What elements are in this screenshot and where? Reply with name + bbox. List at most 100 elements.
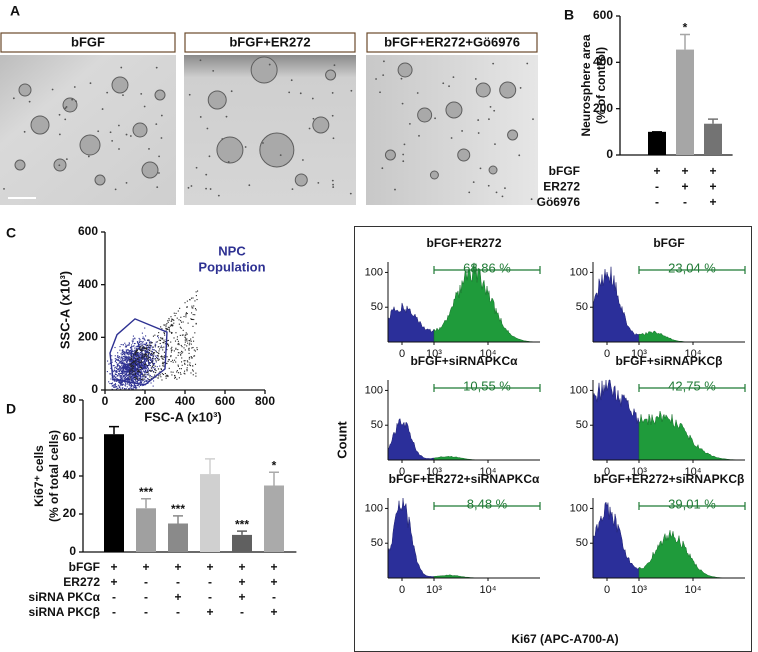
neurosphere (507, 129, 519, 141)
event-dot (134, 373, 136, 375)
event-dot (141, 351, 143, 353)
event-dot (129, 372, 131, 374)
debris (442, 82, 445, 85)
event-dot (135, 357, 137, 359)
debris (452, 76, 455, 79)
event-dot (129, 377, 131, 379)
event-dot (188, 358, 190, 360)
y-axis-label: SSC-A (x10³) (57, 271, 72, 349)
debris (279, 154, 282, 157)
debris (205, 187, 207, 190)
event-dot (137, 346, 139, 348)
event-dot (137, 373, 139, 375)
event-dot (113, 380, 115, 382)
event-dot (119, 376, 121, 378)
event-dot (178, 323, 180, 325)
event-dot (151, 348, 153, 350)
event-dot (121, 379, 123, 381)
event-dot (120, 362, 122, 364)
debris (58, 164, 61, 167)
panel-label: C (6, 225, 16, 241)
event-dot (194, 300, 196, 302)
event-dot (132, 365, 134, 367)
y-tick-label: 100 (570, 384, 588, 396)
event-dot (144, 372, 146, 374)
event-dot (137, 341, 139, 343)
event-dot (131, 360, 133, 362)
event-dot (136, 364, 138, 366)
event-dot (145, 335, 147, 337)
event-dot (166, 340, 168, 342)
x-tick-label: 10⁴ (685, 584, 702, 596)
event-dot (160, 326, 162, 328)
x-tick-label: 10³ (631, 584, 647, 596)
y-tick-label: 100 (570, 502, 588, 514)
event-dot (121, 384, 123, 386)
event-dot (114, 358, 116, 360)
event-dot (160, 337, 162, 339)
event-dot (117, 384, 119, 386)
event-dot (179, 307, 181, 309)
event-dot (124, 360, 126, 362)
event-dot (169, 331, 171, 333)
event-dot (137, 367, 139, 369)
event-dot (155, 341, 157, 343)
event-dot (163, 324, 165, 326)
event-dot (141, 350, 143, 352)
event-dot (136, 361, 138, 363)
event-dot (162, 365, 164, 367)
debris (383, 60, 385, 63)
event-dot (150, 345, 152, 347)
event-dot (120, 380, 122, 383)
event-dot (137, 365, 139, 367)
event-dot (131, 359, 133, 361)
event-dot (135, 352, 137, 355)
event-dot (177, 352, 179, 354)
event-dot (145, 364, 147, 366)
event-dot (139, 374, 141, 376)
event-dot (120, 377, 122, 379)
event-dot (125, 352, 127, 354)
event-dot (134, 337, 136, 339)
event-dot (129, 383, 131, 385)
neurosphere (259, 132, 295, 168)
event-dot (180, 361, 183, 363)
event-dot (138, 347, 140, 349)
event-dot (147, 355, 149, 357)
event-dot (136, 372, 138, 374)
condition-mark: - (208, 590, 212, 604)
event-dot (109, 373, 111, 375)
event-dot (132, 380, 134, 382)
event-dot (128, 369, 130, 372)
neurosphere (79, 134, 101, 156)
condition-mark: + (709, 195, 716, 209)
image-label: bFGF (71, 34, 105, 49)
event-dot (173, 337, 175, 339)
event-dot (121, 351, 123, 353)
event-dot (132, 355, 134, 357)
event-dot (136, 370, 139, 372)
debris (155, 66, 158, 69)
event-dot (140, 344, 142, 346)
event-dot (149, 348, 151, 350)
neurosphere (141, 161, 159, 179)
event-dot (124, 379, 126, 381)
event-dot (133, 366, 135, 368)
event-dot (148, 364, 150, 366)
event-dot (143, 354, 145, 356)
event-dot (146, 351, 148, 353)
event-dot (159, 348, 161, 350)
event-dot (133, 364, 135, 366)
event-dot (144, 366, 147, 369)
event-dot (130, 368, 132, 370)
event-dot (144, 354, 147, 356)
event-dot (125, 388, 127, 390)
event-dot (151, 367, 153, 369)
event-dot (142, 347, 144, 349)
event-dot (131, 350, 133, 352)
event-dot (181, 364, 183, 366)
event-dot (181, 352, 183, 354)
event-dot (145, 376, 147, 378)
event-dot (112, 385, 114, 387)
event-dot (171, 323, 173, 325)
